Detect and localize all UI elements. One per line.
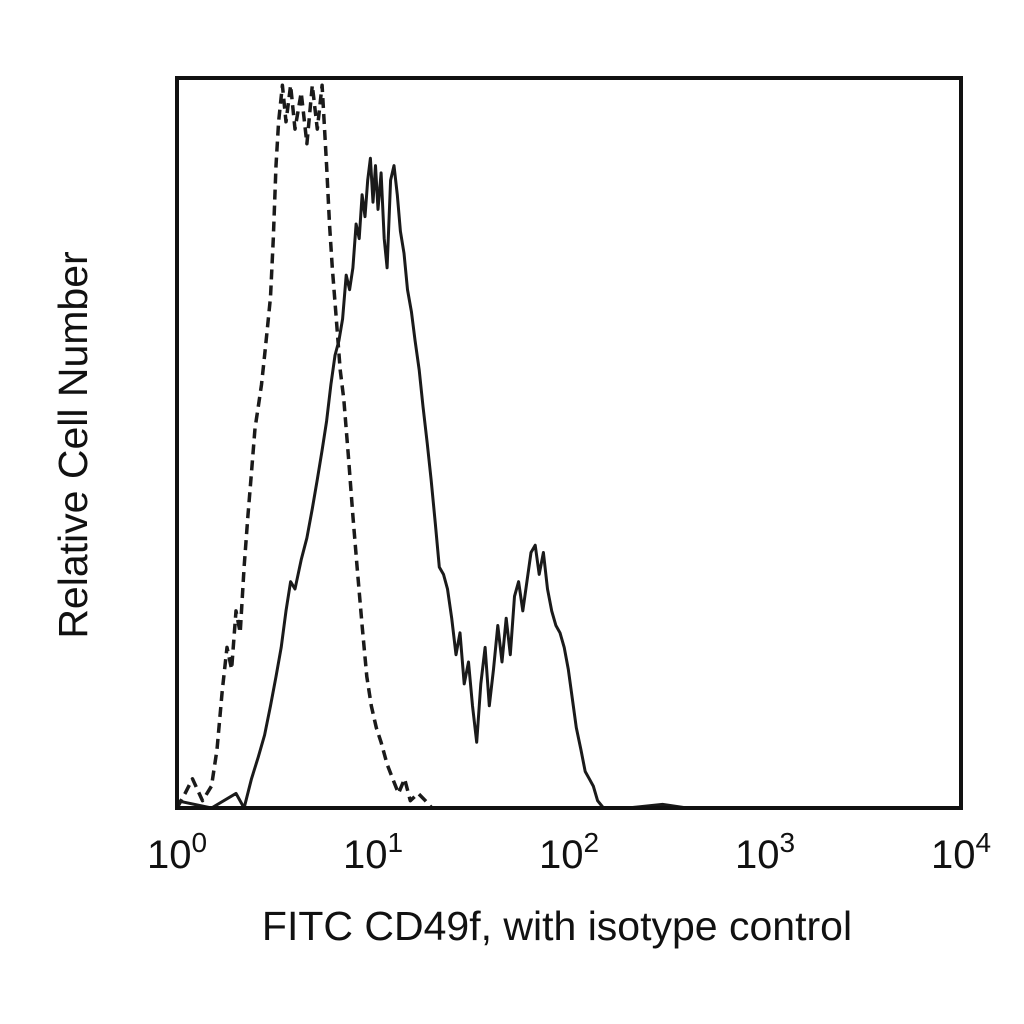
x-tick-label-1: 101 xyxy=(343,827,403,877)
series-layer xyxy=(175,83,688,810)
x-tick-label-2: 102 xyxy=(539,827,599,877)
x-tick-label-3: 103 xyxy=(735,827,795,877)
isotype-control-histogram-line xyxy=(175,83,434,810)
x-axis-label: FITC CD49f, with isotype control xyxy=(262,903,852,949)
x-tick-label-4: 104 xyxy=(931,827,991,877)
x-tick-label-0: 100 xyxy=(147,827,207,877)
cd49f-histogram-line xyxy=(176,156,688,810)
plot-area-frame xyxy=(175,76,963,810)
y-axis-label: Relative Cell Number xyxy=(50,251,96,638)
x-axis-tick-labels: 100 101 102 103 104 xyxy=(147,827,991,877)
